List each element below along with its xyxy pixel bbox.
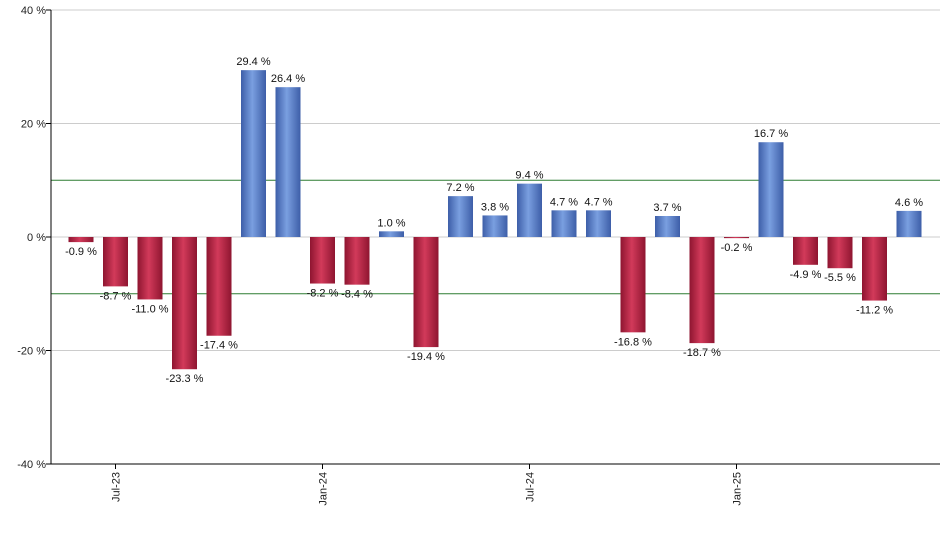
bar [551,210,577,237]
bar [758,142,784,237]
bar [206,237,232,336]
data-label: 4.7 % [584,196,612,208]
data-label: 3.7 % [653,202,681,214]
data-label: -19.4 % [407,351,445,363]
bar [482,215,508,237]
bar [448,196,473,237]
bar [275,87,301,238]
x-tick-label: Jan-25 [732,472,744,506]
data-label: -0.2 % [721,242,753,254]
data-label: -5.5 % [824,272,856,284]
data-label: -8.2 % [307,288,339,300]
y-tick-label: -20 % [17,346,46,358]
bar [862,237,887,301]
reference-lines [51,179,940,295]
y-tick-label: 20 % [21,119,46,131]
data-label: 26.4 % [271,73,305,85]
y-tick-label: -40 % [17,459,46,471]
x-tick-label: Jul-23 [111,472,123,502]
bar [379,231,404,237]
data-label: 4.6 % [895,197,923,209]
data-label: 9.4 % [515,170,543,182]
bar [827,237,853,269]
data-label: -0.9 % [65,246,97,258]
x-tick-label: Jan-24 [318,472,330,506]
data-label: -17.4 % [200,340,238,352]
bar [310,237,335,284]
data-label: -8.4 % [341,289,373,301]
bar [586,210,611,237]
bars [68,70,922,370]
bar [172,237,197,370]
bar [620,237,646,333]
data-label: -18.7 % [683,347,721,359]
bar [724,237,749,239]
bar [344,237,370,285]
bar [241,70,266,237]
data-label: -8.7 % [100,290,132,302]
data-label: 3.8 % [481,201,509,213]
data-label: 7.2 % [446,182,474,194]
y-tick-label: 0 % [27,232,46,244]
y-tick-label: 40 % [21,5,46,17]
bar [68,237,94,243]
bar [896,210,922,237]
data-label: 1.0 % [377,217,405,229]
bar [517,183,542,237]
data-labels: -0.9 % -8.7 %-11.0 % -23.3 % -17.4 % 29.4 %2… [65,56,923,385]
data-label: -16.8 % [614,336,652,348]
bar [137,237,163,300]
bar [103,237,128,287]
data-label: -4.9 % [790,269,822,281]
bar [793,237,818,265]
x-tick-label: Jul-24 [525,472,537,502]
bar [413,237,439,348]
axes: 40 % 20 % 0 % -20 % -40 % Jul-23 Jan-24 Jul-24 J… [17,5,940,506]
data-label: -23.3 % [166,373,204,385]
data-label: -11.0 % [131,303,168,315]
data-label: 16.7 % [754,128,788,140]
bar [655,216,680,237]
bar [689,237,715,344]
data-label: 29.4 % [236,56,270,68]
data-label: -11.2 % [856,305,893,317]
data-label: 4.7 % [550,196,578,208]
